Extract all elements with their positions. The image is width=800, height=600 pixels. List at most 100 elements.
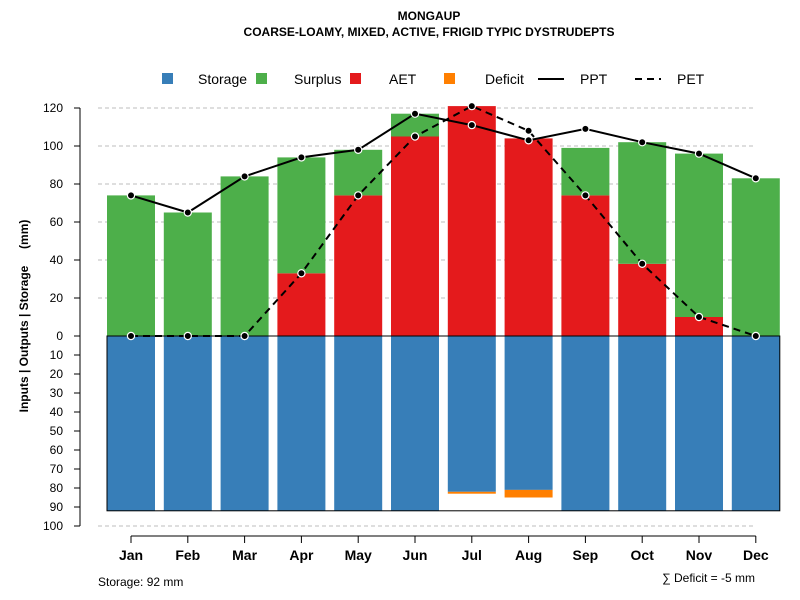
- bars: [106, 106, 781, 512]
- y-tick-label: 20: [50, 367, 64, 381]
- ppt-point: [694, 149, 704, 158]
- ppt-point: [354, 145, 363, 154]
- surplus-bar: [220, 176, 269, 336]
- storage-bar: [277, 336, 326, 511]
- ppt-line: [130, 112, 757, 214]
- pet-point: [467, 101, 476, 111]
- x-tick-label-dec: Dec: [743, 547, 769, 563]
- y-tick-label: 40: [50, 405, 64, 419]
- storage-bar: [334, 336, 383, 511]
- aet-bar: [277, 273, 326, 336]
- pet-point: [240, 331, 249, 341]
- pet-point: [638, 259, 647, 268]
- axes: 0 20 40 60 80 100 120 10 20 30 40 50 60 70 80 90 100 Jan F…: [43, 101, 769, 563]
- y-axis-label: Inputs | Outputs | Storage (mm): [17, 220, 31, 413]
- y-tick-label: 10: [50, 348, 64, 362]
- y-tick-label: 60: [50, 443, 64, 457]
- storage-bar: [107, 336, 155, 511]
- x-tick-label-jul: Jul: [462, 547, 482, 563]
- surplus-bar: [561, 147, 610, 196]
- aet-bar: [618, 263, 667, 336]
- storage-bar: [391, 336, 439, 511]
- surplus-bar: [107, 195, 155, 336]
- deficit-bar: [504, 489, 553, 498]
- ppt-point: [297, 153, 306, 162]
- y-tick-label: 20: [50, 291, 64, 305]
- y-tick-label: 100: [43, 139, 63, 153]
- storage-bar: [163, 336, 212, 511]
- storage-bar: [618, 336, 667, 511]
- legend-label-ppt: PPT: [580, 71, 608, 87]
- y-tick-label: 80: [50, 177, 64, 191]
- x-tick-label-nov: Nov: [686, 547, 713, 563]
- legend-label-surplus: Surplus: [294, 71, 341, 87]
- x-tick-label-aug: Aug: [515, 547, 542, 563]
- aet-bar: [447, 106, 496, 336]
- surplus-bar: [163, 212, 212, 336]
- storage-bar: [675, 336, 723, 511]
- pet-point: [581, 191, 590, 200]
- pet-point: [524, 126, 533, 136]
- series-lines: [126, 101, 761, 341]
- y-tick-label: 0: [56, 329, 63, 343]
- ppt-point: [638, 137, 647, 147]
- surplus-bar: [731, 178, 780, 336]
- ppt-point: [467, 120, 476, 130]
- surplus-bar: [618, 142, 667, 264]
- y-tick-label: 100: [43, 519, 63, 533]
- x-tick-label-jun: Jun: [403, 547, 428, 563]
- surplus-bar: [334, 149, 383, 196]
- surplus-bar: [675, 153, 723, 317]
- legend-label-aet: AET: [389, 71, 417, 87]
- y-tick-label: 30: [50, 386, 64, 400]
- ppt-point: [410, 109, 420, 118]
- x-tick-label-oct: Oct: [631, 547, 655, 563]
- legend-swatch-surplus: [256, 73, 267, 84]
- y-tick-label: 60: [50, 215, 64, 229]
- aet-bar: [391, 136, 439, 336]
- legend-swatch-storage: [162, 73, 173, 84]
- y-tick-label: 120: [43, 101, 63, 115]
- x-tick-label-may: May: [345, 547, 372, 563]
- x-tick-label-feb: Feb: [175, 547, 200, 563]
- storage-capacity-outline: [106, 335, 781, 512]
- pet-point: [354, 191, 363, 200]
- storage-bar: [447, 336, 496, 492]
- aet-bar: [504, 138, 553, 336]
- y-tick-label: 40: [50, 253, 64, 267]
- deficit-bar: [447, 491, 496, 494]
- y-tick-label: 80: [50, 481, 64, 495]
- legend-swatch-deficit: [444, 73, 455, 84]
- pet-point: [410, 132, 420, 141]
- pet-line: [131, 104, 757, 337]
- surplus-bar: [277, 157, 326, 274]
- pet-point: [694, 312, 704, 322]
- storage-bar: [504, 336, 553, 490]
- x-tick-label-jan: Jan: [119, 547, 143, 563]
- pet-point: [297, 269, 306, 278]
- x-tick-label-apr: Apr: [289, 547, 314, 563]
- ppt-point: [183, 208, 192, 217]
- ppt-point: [751, 174, 761, 183]
- legend-swatch-aet: [350, 73, 361, 84]
- chart-title: MONGAUP: [398, 9, 461, 23]
- x-tick-label-sep: Sep: [573, 547, 599, 563]
- pet-point: [126, 331, 136, 341]
- ppt-point: [126, 191, 136, 200]
- legend-label-storage: Storage: [198, 71, 247, 87]
- pet-point: [751, 331, 761, 341]
- ppt-point: [524, 136, 533, 145]
- storage-bar: [561, 336, 610, 511]
- ppt-point: [240, 172, 249, 181]
- aet-bar: [561, 195, 610, 336]
- ppt-point: [581, 124, 590, 134]
- storage-bar: [731, 336, 780, 511]
- legend-label-deficit: Deficit: [485, 71, 524, 87]
- y-tick-label: 70: [50, 462, 64, 476]
- x-tick-label-mar: Mar: [232, 547, 257, 563]
- pet-point: [183, 331, 192, 341]
- legend: Storage Surplus AET Deficit PPT PET: [162, 71, 705, 87]
- storage-note: Storage: 92 mm: [98, 575, 183, 589]
- aet-bar: [334, 195, 383, 336]
